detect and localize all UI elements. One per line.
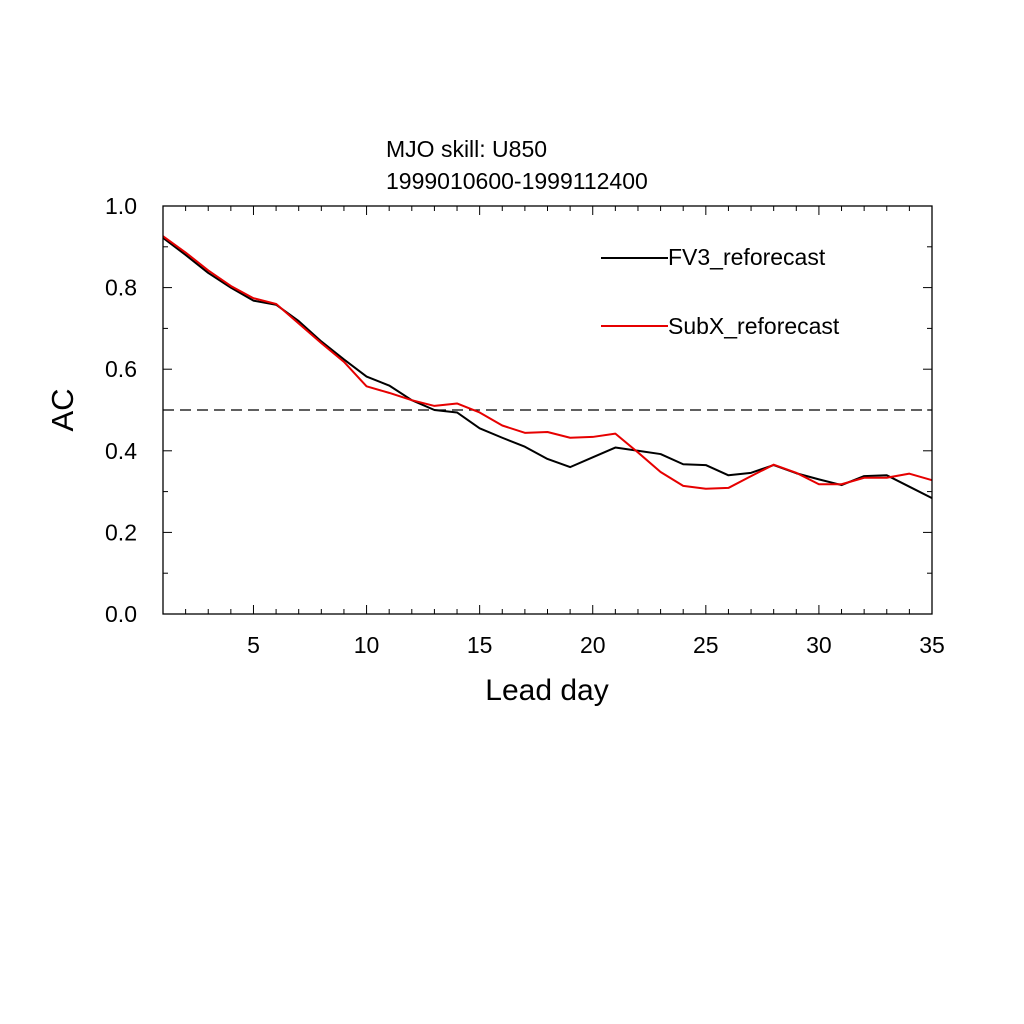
axis-ticks: [162, 205, 933, 615]
chart-subtitle: 1999010600-1999112400: [386, 168, 648, 194]
x-tick-label: 25: [693, 632, 719, 658]
y-tick-label: 0.6: [105, 356, 137, 382]
y-tick-label: 0.4: [105, 438, 137, 464]
series-lines: [162, 235, 933, 500]
legend-label-subx: SubX_reforecast: [668, 313, 840, 339]
legend: FV3_reforecast SubX_reforecast: [601, 244, 840, 339]
plot-frame: [162, 205, 933, 615]
series-line-subx-reforecast: [162, 235, 933, 490]
y-tick-label: 1.0: [105, 193, 137, 219]
y-tick-label: 0.0: [105, 601, 137, 627]
y-tick-label: 0.8: [105, 275, 137, 301]
chart-title: MJO skill: U850: [386, 136, 547, 162]
x-tick-label: 15: [467, 632, 493, 658]
legend-label-fv3: FV3_reforecast: [668, 244, 826, 270]
y-axis-label-group: AC: [45, 388, 80, 431]
y-tick-label: 0.2: [105, 519, 137, 545]
axis-tick-labels: 5 10 15 20 25 30 35 0.0 0.2 0.4 0.6 0.8 1.0: [105, 193, 945, 658]
series-line-fv3-reforecast: [162, 237, 933, 500]
x-axis-label: Lead day: [485, 674, 608, 707]
x-tick-label: 5: [247, 632, 260, 658]
x-tick-label: 35: [919, 632, 945, 658]
x-tick-label: 30: [806, 632, 832, 658]
y-axis-label: AC: [45, 388, 80, 431]
x-tick-label: 10: [354, 632, 380, 658]
x-tick-label: 20: [580, 632, 606, 658]
